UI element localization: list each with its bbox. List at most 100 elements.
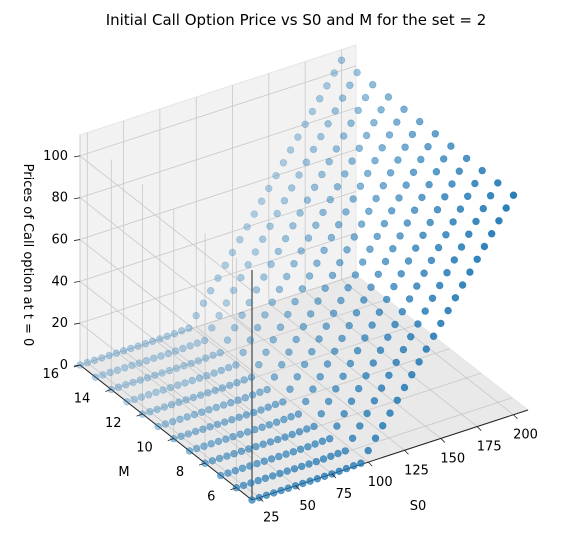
- data-point: [141, 340, 150, 348]
- data-point: [274, 435, 282, 444]
- data-point: [292, 335, 300, 344]
- data-point: [189, 393, 198, 402]
- z-tick-label: 100: [43, 149, 68, 164]
- data-point: [167, 400, 176, 409]
- data-point: [432, 168, 441, 176]
- x-tick-label: 100: [368, 475, 393, 490]
- data-point: [190, 410, 199, 419]
- data-point: [127, 344, 135, 353]
- x-tick-mark: [513, 414, 518, 420]
- data-point: [350, 233, 358, 241]
- data-point: [431, 130, 439, 138]
- data-point: [457, 243, 466, 251]
- data-point: [394, 156, 402, 164]
- data-point: [314, 297, 322, 305]
- data-point: [207, 287, 215, 295]
- grid-line-y-floor: [173, 348, 450, 440]
- data-point: [210, 369, 218, 377]
- data-point: [212, 403, 221, 412]
- data-point: [245, 298, 254, 307]
- data-point: [402, 181, 410, 189]
- data-point: [298, 285, 306, 293]
- data-point: [129, 378, 137, 387]
- data-point: [339, 372, 347, 380]
- data-point: [355, 384, 363, 393]
- data-point: [396, 232, 404, 240]
- data-point: [239, 481, 248, 490]
- data-point: [284, 310, 292, 319]
- data-point: [294, 410, 303, 418]
- data-point: [243, 223, 251, 231]
- data-point: [223, 336, 232, 344]
- data-point: [261, 311, 269, 319]
- data-point: [224, 469, 232, 477]
- data-point: [299, 479, 307, 488]
- x-axis-label: S0: [410, 499, 427, 514]
- data-point: [191, 427, 200, 436]
- z-tick-label: 0: [60, 358, 68, 373]
- y-tick-label: 14: [74, 392, 91, 407]
- data-point: [258, 423, 266, 431]
- data-point: [284, 484, 292, 492]
- z-tick-mark: [73, 322, 81, 325]
- data-point: [267, 260, 275, 268]
- data-point: [137, 393, 146, 401]
- data-point: [309, 385, 317, 393]
- data-point: [346, 81, 354, 90]
- data-point: [327, 452, 335, 460]
- data-point: [174, 381, 182, 389]
- data-point: [192, 311, 200, 320]
- data-point: [91, 373, 100, 381]
- data-point: [488, 230, 496, 238]
- data-point: [331, 107, 339, 115]
- data-point: [264, 403, 272, 411]
- data-point: [290, 260, 298, 268]
- z-tick-mark: [73, 364, 81, 367]
- data-point: [375, 308, 384, 316]
- data-point: [359, 258, 367, 266]
- data-point: [157, 352, 165, 360]
- data-point: [175, 398, 183, 406]
- data-point: [257, 406, 265, 414]
- x-tick-mark: [367, 461, 373, 467]
- data-point: [209, 351, 217, 359]
- data-point: [319, 208, 327, 217]
- data-point: [356, 182, 365, 190]
- data-point: [261, 474, 270, 482]
- data-point: [383, 295, 391, 304]
- grid-line-x-floor: [195, 326, 369, 463]
- data-point: [413, 282, 421, 290]
- data-point: [279, 398, 287, 406]
- data-point: [303, 425, 311, 433]
- data-point: [449, 218, 457, 226]
- data-point: [310, 183, 319, 192]
- data-point: [335, 467, 343, 475]
- y-tick-label: 12: [105, 416, 122, 431]
- data-point: [321, 284, 329, 292]
- data-point: [386, 409, 394, 417]
- data-point: [248, 391, 257, 399]
- data-point: [283, 467, 291, 475]
- data-point: [114, 383, 123, 391]
- data-point: [231, 324, 239, 332]
- data-point: [290, 465, 299, 473]
- data-point: [312, 457, 320, 466]
- data-point: [448, 180, 456, 188]
- data-point: [305, 272, 314, 280]
- data-point: [374, 270, 382, 278]
- x-tick-mark: [440, 438, 446, 443]
- data-point: [418, 193, 426, 202]
- data-point: [259, 235, 267, 243]
- x-tick-mark: [476, 426, 482, 431]
- data-point: [384, 333, 392, 341]
- data-point: [274, 247, 282, 256]
- data-point: [338, 334, 346, 343]
- data-point: [287, 413, 295, 421]
- data-point: [136, 376, 145, 384]
- data-point: [408, 371, 416, 379]
- data-point: [323, 82, 331, 90]
- data-point: [471, 179, 479, 188]
- data-point: [113, 366, 122, 374]
- data-point: [364, 446, 372, 455]
- data-point: [276, 323, 285, 331]
